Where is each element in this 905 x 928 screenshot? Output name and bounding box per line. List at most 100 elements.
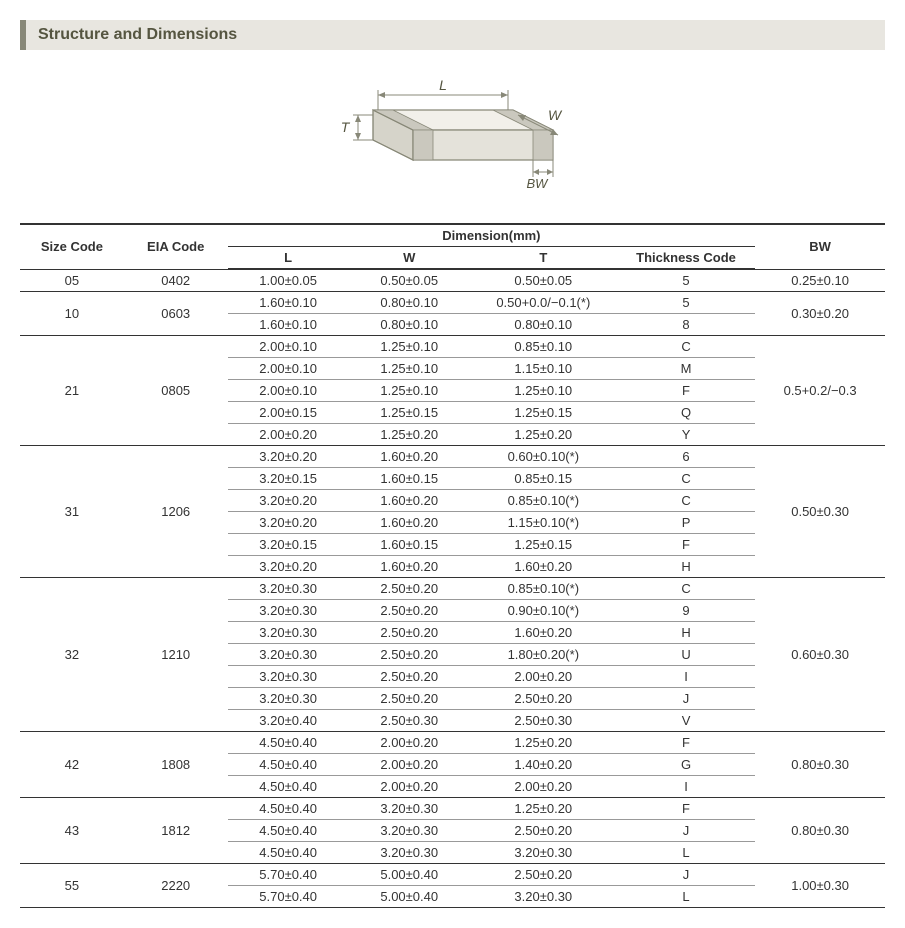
cell-l: 3.20±0.30 bbox=[228, 578, 349, 600]
cell-t: 1.25±0.10 bbox=[470, 380, 617, 402]
cell-t: 1.25±0.20 bbox=[470, 732, 617, 754]
cell-code: 6 bbox=[617, 446, 755, 468]
cell-w: 1.60±0.20 bbox=[349, 490, 470, 512]
cell-w: 2.50±0.20 bbox=[349, 622, 470, 644]
cell-w: 3.20±0.30 bbox=[349, 842, 470, 864]
cell-l: 2.00±0.10 bbox=[228, 358, 349, 380]
cell-eia-code: 0805 bbox=[124, 336, 228, 446]
cell-w: 1.25±0.20 bbox=[349, 424, 470, 446]
cell-eia-code: 1812 bbox=[124, 798, 228, 864]
cell-size-code: 43 bbox=[20, 798, 124, 864]
cell-code: V bbox=[617, 710, 755, 732]
cell-l: 3.20±0.40 bbox=[228, 710, 349, 732]
cell-l: 2.00±0.15 bbox=[228, 402, 349, 424]
table-row: 4218084.50±0.402.00±0.201.25±0.20F0.80±0… bbox=[20, 732, 885, 754]
cell-l: 3.20±0.20 bbox=[228, 512, 349, 534]
cell-t: 1.25±0.20 bbox=[470, 424, 617, 446]
cell-l: 4.50±0.40 bbox=[228, 776, 349, 798]
cell-w: 1.25±0.10 bbox=[349, 358, 470, 380]
svg-text:W: W bbox=[548, 107, 563, 123]
cell-l: 3.20±0.30 bbox=[228, 666, 349, 688]
cell-w: 1.60±0.20 bbox=[349, 556, 470, 578]
cell-code: 5 bbox=[617, 292, 755, 314]
cell-w: 3.20±0.30 bbox=[349, 820, 470, 842]
cell-l: 3.20±0.30 bbox=[228, 622, 349, 644]
cell-w: 1.25±0.10 bbox=[349, 336, 470, 358]
cell-l: 1.00±0.05 bbox=[228, 269, 349, 292]
cell-eia-code: 1808 bbox=[124, 732, 228, 798]
cell-code: H bbox=[617, 622, 755, 644]
cell-code: C bbox=[617, 578, 755, 600]
cell-size-code: 55 bbox=[20, 864, 124, 908]
cell-t: 1.60±0.20 bbox=[470, 622, 617, 644]
cell-w: 1.60±0.20 bbox=[349, 446, 470, 468]
section-header: Structure and Dimensions bbox=[20, 20, 885, 50]
cell-w: 2.50±0.20 bbox=[349, 688, 470, 710]
cell-code: F bbox=[617, 380, 755, 402]
cell-code: J bbox=[617, 820, 755, 842]
cell-size-code: 10 bbox=[20, 292, 124, 336]
cell-w: 0.80±0.10 bbox=[349, 292, 470, 314]
table-row: 0504021.00±0.050.50±0.050.50±0.0550.25±0… bbox=[20, 269, 885, 292]
cell-t: 2.50±0.20 bbox=[470, 688, 617, 710]
cell-w: 2.50±0.20 bbox=[349, 578, 470, 600]
cell-code: F bbox=[617, 534, 755, 556]
cell-t: 2.00±0.20 bbox=[470, 666, 617, 688]
cell-code: H bbox=[617, 556, 755, 578]
cell-code: C bbox=[617, 468, 755, 490]
col-l: L bbox=[228, 247, 349, 270]
cell-l: 4.50±0.40 bbox=[228, 754, 349, 776]
cell-w: 5.00±0.40 bbox=[349, 886, 470, 908]
cell-l: 2.00±0.10 bbox=[228, 336, 349, 358]
cell-w: 1.25±0.10 bbox=[349, 380, 470, 402]
cell-size-code: 21 bbox=[20, 336, 124, 446]
cell-w: 5.00±0.40 bbox=[349, 864, 470, 886]
col-thickness-code: Thickness Code bbox=[617, 247, 755, 270]
cell-code: C bbox=[617, 490, 755, 512]
cell-code: L bbox=[617, 842, 755, 864]
cell-code: I bbox=[617, 776, 755, 798]
cell-eia-code: 0402 bbox=[124, 269, 228, 292]
table-row: 3212103.20±0.302.50±0.200.85±0.10(*)C0.6… bbox=[20, 578, 885, 600]
cell-w: 2.00±0.20 bbox=[349, 776, 470, 798]
cell-t: 0.85±0.10(*) bbox=[470, 578, 617, 600]
cell-w: 2.50±0.20 bbox=[349, 666, 470, 688]
cell-t: 0.80±0.10 bbox=[470, 314, 617, 336]
cell-l: 4.50±0.40 bbox=[228, 842, 349, 864]
cell-l: 2.00±0.10 bbox=[228, 380, 349, 402]
col-dimension-span: Dimension(mm) bbox=[228, 224, 756, 247]
cell-t: 0.60±0.10(*) bbox=[470, 446, 617, 468]
table-row: 1006031.60±0.100.80±0.100.50+0.0/−0.1(*)… bbox=[20, 292, 885, 314]
svg-text:T: T bbox=[340, 119, 350, 135]
cell-code: G bbox=[617, 754, 755, 776]
cell-l: 3.20±0.15 bbox=[228, 534, 349, 556]
cell-w: 0.80±0.10 bbox=[349, 314, 470, 336]
cell-w: 2.50±0.20 bbox=[349, 600, 470, 622]
cell-t: 1.25±0.20 bbox=[470, 798, 617, 820]
cell-l: 3.20±0.20 bbox=[228, 446, 349, 468]
svg-text:L: L bbox=[439, 77, 447, 93]
cell-code: J bbox=[617, 864, 755, 886]
cell-l: 1.60±0.10 bbox=[228, 314, 349, 336]
cell-size-code: 32 bbox=[20, 578, 124, 732]
cell-eia-code: 0603 bbox=[124, 292, 228, 336]
dimension-diagram: LTWBW bbox=[20, 60, 885, 203]
table-row: 2108052.00±0.101.25±0.100.85±0.10C0.5+0.… bbox=[20, 336, 885, 358]
cell-bw: 0.60±0.30 bbox=[755, 578, 885, 732]
cell-code: Q bbox=[617, 402, 755, 424]
col-t: T bbox=[470, 247, 617, 270]
cell-eia-code: 1206 bbox=[124, 446, 228, 578]
cell-size-code: 05 bbox=[20, 269, 124, 292]
cell-l: 3.20±0.30 bbox=[228, 688, 349, 710]
cell-code: L bbox=[617, 886, 755, 908]
table-row: 5522205.70±0.405.00±0.402.50±0.20J1.00±0… bbox=[20, 864, 885, 886]
table-row: 3112063.20±0.201.60±0.200.60±0.10(*)60.5… bbox=[20, 446, 885, 468]
cell-t: 1.15±0.10 bbox=[470, 358, 617, 380]
col-w: W bbox=[349, 247, 470, 270]
cell-w: 2.50±0.20 bbox=[349, 644, 470, 666]
cell-l: 4.50±0.40 bbox=[228, 798, 349, 820]
cell-t: 2.50±0.30 bbox=[470, 710, 617, 732]
cell-t: 0.50±0.05 bbox=[470, 269, 617, 292]
cell-code: F bbox=[617, 798, 755, 820]
cell-eia-code: 1210 bbox=[124, 578, 228, 732]
